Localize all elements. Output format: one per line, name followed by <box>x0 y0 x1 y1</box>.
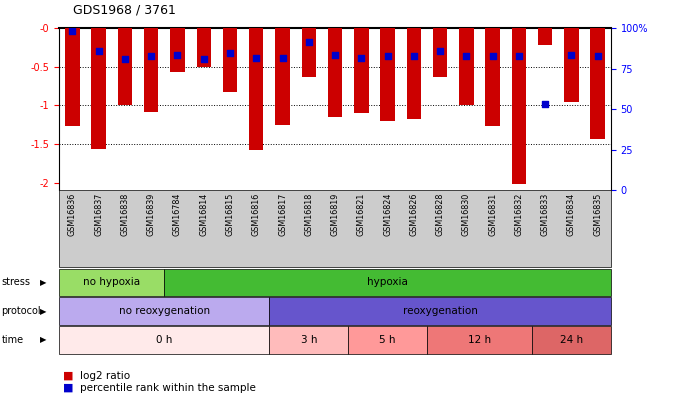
Point <box>592 53 603 60</box>
Text: GSM16826: GSM16826 <box>409 192 418 236</box>
Bar <box>249 28 263 150</box>
Point <box>172 51 183 58</box>
Bar <box>65 28 80 126</box>
Text: GSM16837: GSM16837 <box>94 192 103 236</box>
Point <box>513 53 524 60</box>
Text: 24 h: 24 h <box>560 335 583 345</box>
Text: GSM16815: GSM16815 <box>225 192 235 236</box>
Bar <box>170 28 185 72</box>
Point <box>408 53 419 60</box>
Point <box>146 53 157 60</box>
Bar <box>144 28 158 112</box>
Text: protocol: protocol <box>1 306 41 316</box>
Text: ■: ■ <box>63 371 73 381</box>
Point <box>540 101 551 107</box>
Text: GSM16831: GSM16831 <box>488 192 497 236</box>
Bar <box>328 28 342 117</box>
Text: reoxygenation: reoxygenation <box>403 306 477 316</box>
Text: GSM16838: GSM16838 <box>121 192 129 236</box>
Text: GSM16836: GSM16836 <box>68 192 77 236</box>
Bar <box>223 28 237 92</box>
Text: 0 h: 0 h <box>156 335 172 345</box>
Point <box>198 56 209 62</box>
Bar <box>512 28 526 184</box>
Point <box>329 51 341 58</box>
Text: GSM16821: GSM16821 <box>357 192 366 236</box>
Text: GSM16834: GSM16834 <box>567 192 576 236</box>
Point <box>67 28 78 35</box>
Point <box>251 54 262 61</box>
Text: stress: stress <box>1 277 31 287</box>
Bar <box>538 28 552 45</box>
Point <box>434 48 445 55</box>
Text: GSM16784: GSM16784 <box>173 192 182 236</box>
Text: ▶: ▶ <box>40 335 46 344</box>
Point <box>461 53 472 60</box>
Text: GSM16828: GSM16828 <box>436 192 445 236</box>
Text: ■: ■ <box>63 383 73 393</box>
Text: percentile rank within the sample: percentile rank within the sample <box>80 383 256 393</box>
Bar <box>302 28 316 77</box>
Text: GSM16814: GSM16814 <box>199 192 208 236</box>
Point <box>566 51 577 58</box>
Bar <box>407 28 421 119</box>
Text: GSM16833: GSM16833 <box>541 192 549 236</box>
Text: no reoxygenation: no reoxygenation <box>119 306 210 316</box>
Point <box>382 53 393 60</box>
Point <box>303 39 314 45</box>
Bar <box>197 28 211 67</box>
Text: GSM16819: GSM16819 <box>331 192 339 236</box>
Point <box>356 54 367 61</box>
Bar <box>433 28 447 77</box>
Text: GSM16830: GSM16830 <box>462 192 471 236</box>
Text: 5 h: 5 h <box>379 335 396 345</box>
Text: time: time <box>1 335 24 345</box>
Bar <box>91 28 106 149</box>
Text: GSM16832: GSM16832 <box>514 192 524 236</box>
Point <box>119 56 131 62</box>
Point <box>277 54 288 61</box>
Text: ▶: ▶ <box>40 278 46 287</box>
Text: hypoxia: hypoxia <box>367 277 408 287</box>
Text: GSM16816: GSM16816 <box>252 192 261 236</box>
Text: GSM16839: GSM16839 <box>147 192 156 236</box>
Text: 12 h: 12 h <box>468 335 491 345</box>
Bar <box>564 28 579 102</box>
Text: no hypoxia: no hypoxia <box>83 277 140 287</box>
Text: GSM16824: GSM16824 <box>383 192 392 236</box>
Point <box>487 53 498 60</box>
Bar <box>459 28 473 105</box>
Text: 3 h: 3 h <box>301 335 317 345</box>
Point <box>93 48 104 55</box>
Text: log2 ratio: log2 ratio <box>80 371 131 381</box>
Bar <box>354 28 369 113</box>
Bar <box>118 28 132 105</box>
Text: GDS1968 / 3761: GDS1968 / 3761 <box>73 3 176 16</box>
Point <box>225 50 236 56</box>
Bar <box>275 28 290 125</box>
Bar <box>380 28 395 121</box>
Bar <box>591 28 605 139</box>
Text: GSM16817: GSM16817 <box>278 192 287 236</box>
Text: GSM16818: GSM16818 <box>304 192 313 236</box>
Text: GSM16835: GSM16835 <box>593 192 602 236</box>
Bar <box>485 28 500 126</box>
Text: ▶: ▶ <box>40 307 46 315</box>
